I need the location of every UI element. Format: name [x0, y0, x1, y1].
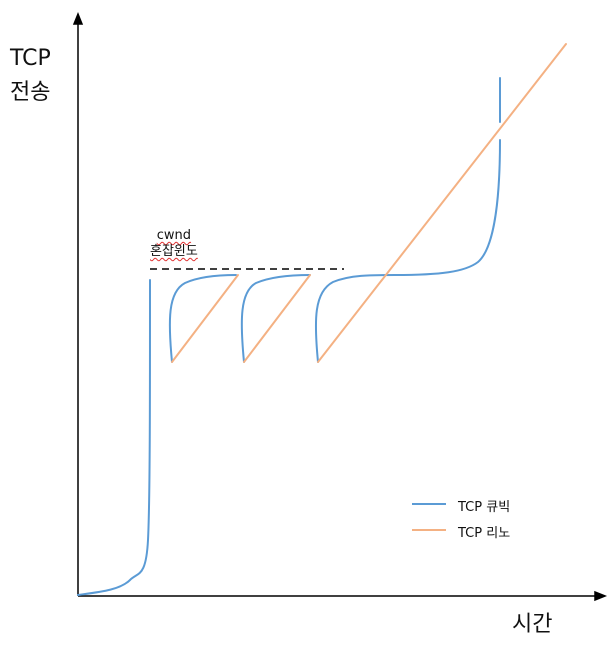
cubic-cycle-1	[168, 274, 237, 363]
x-axis-label: 시간	[512, 612, 553, 637]
y-axis-label: TCP 전송	[10, 42, 51, 110]
cwnd-annotation-line1: cwnd	[156, 228, 192, 243]
tcp-cubic-series	[77, 77, 501, 596]
legend-label-cubic: TCP 큐빅	[458, 500, 511, 515]
axes	[72, 11, 608, 602]
tcp-reno-series	[171, 43, 567, 363]
y-axis-arrowhead	[72, 11, 84, 25]
cubic-slow-start	[77, 279, 151, 596]
reno-linear-growth	[317, 43, 567, 363]
y-axis-label-line2: 전송	[10, 80, 51, 105]
x-axis-arrowhead	[594, 590, 608, 602]
reno-sawtooth-1	[171, 274, 239, 363]
cwnd-annotation-line2: 혼잡윈도	[150, 244, 198, 259]
legend	[412, 503, 446, 531]
reno-sawtooth-2	[243, 274, 311, 363]
legend-label-reno: TCP 리노	[458, 526, 511, 541]
y-axis-label-line1: TCP	[10, 46, 51, 71]
cubic-cycle-2	[240, 274, 311, 363]
cwnd-annotation: cwnd 혼잡윈도	[150, 228, 198, 260]
cubic-cycle-3	[314, 139, 501, 363]
